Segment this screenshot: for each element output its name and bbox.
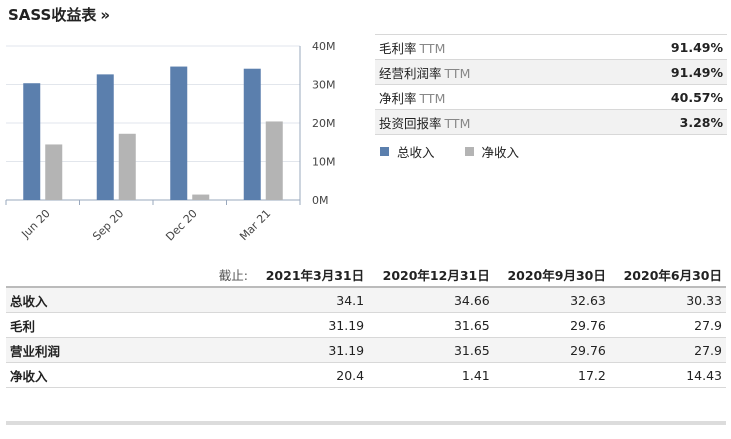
legend-label: 净收入 <box>481 145 520 160</box>
bar-net <box>192 194 210 200</box>
revenue-bar-chart: 0M 10M 20M 30M 40M Jun 20 Sep 20 Dec 20 Mar 21 <box>5 40 336 244</box>
column-header: 2021年3月31日 <box>252 262 369 288</box>
table-row: 总收入 34.1 34.66 32.63 30.33 <box>6 287 726 313</box>
cell: 32.63 <box>493 287 610 313</box>
legend-label: 总收入 <box>397 145 435 160</box>
table-header-row: 截止: 2021年3月31日 2020年12月31日 2020年9月30日 20… <box>6 262 726 288</box>
table-row: 营业利润 31.19 31.65 29.76 27.9 <box>6 337 726 363</box>
cutoff-label: 截止: <box>164 262 252 288</box>
y-tick-label: 20M <box>312 117 336 130</box>
y-tick-label: 10M <box>312 156 336 169</box>
metric-row-roi: 投资回报率 TTM 3.28% <box>375 110 727 135</box>
cell: 34.1 <box>252 287 369 313</box>
metrics-panel: 毛利率 TTM 91.49% 经营利润率 TTM 91.49% 净利率 TTM 40.… <box>375 34 727 135</box>
x-tick-label: Jun 20 <box>18 207 52 241</box>
column-header: 2020年9月30日 <box>493 262 610 288</box>
x-tick-label: Dec 20 <box>163 207 200 244</box>
row-label: 总收入 <box>6 287 252 313</box>
table-row: 净收入 20.4 1.41 17.2 14.43 <box>6 362 726 388</box>
legend-item-net[interactable]: 净收入 <box>464 142 520 161</box>
cell: 1.41 <box>368 362 494 388</box>
cell: 29.76 <box>493 312 610 338</box>
bar-revenue <box>23 83 41 200</box>
bar-revenue <box>170 66 188 201</box>
cell: 30.33 <box>609 287 726 313</box>
title-text: SASS收益表 <box>8 6 97 24</box>
legend-swatch-revenue <box>380 147 389 156</box>
cell: 17.2 <box>493 362 610 388</box>
legend-swatch-net <box>464 147 474 156</box>
metric-row-net-margin: 净利率 TTM 40.57% <box>375 85 727 110</box>
metric-suffix: TTM <box>444 65 471 81</box>
table-row: 毛利 31.19 31.65 29.76 27.9 <box>6 312 726 338</box>
metric-value: 91.49% <box>670 39 723 55</box>
bar-revenue <box>96 74 114 200</box>
bar-revenue <box>243 68 261 200</box>
row-label: 营业利润 <box>6 337 252 363</box>
metric-name: 经营利润率 <box>379 65 442 81</box>
metric-label: 投资回报率 TTM <box>379 113 470 132</box>
more-arrow-icon[interactable]: » <box>100 6 111 24</box>
metric-value: 91.49% <box>670 64 723 80</box>
cell: 31.65 <box>368 337 494 363</box>
cell: 34.66 <box>368 287 494 313</box>
bar-net <box>265 121 283 200</box>
cell: 31.19 <box>252 312 369 338</box>
x-tick-label: Sep 20 <box>90 207 126 243</box>
metric-name: 投资回报率 <box>379 115 442 131</box>
metric-label: 毛利率 TTM <box>379 38 445 57</box>
metric-name: 毛利率 <box>379 40 417 56</box>
metric-row-gross-margin: 毛利率 TTM 91.49% <box>375 34 727 60</box>
page-title: SASS收益表» <box>8 4 110 25</box>
bottom-divider <box>6 421 726 425</box>
header-spacer <box>6 262 164 288</box>
cell: 31.65 <box>368 312 494 338</box>
cell: 27.9 <box>609 337 726 363</box>
cell: 14.43 <box>609 362 726 388</box>
chart-legend: 总收入 净收入 <box>380 142 519 161</box>
y-tick-label: 0M <box>312 194 329 207</box>
cell: 20.4 <box>252 362 369 388</box>
bar-net <box>118 133 136 200</box>
column-header: 2020年6月30日 <box>609 262 726 288</box>
bar-net <box>45 144 63 200</box>
metric-suffix: TTM <box>444 115 471 131</box>
y-tick-label: 40M <box>312 40 336 53</box>
metric-value: 3.28% <box>679 114 723 130</box>
cell: 27.9 <box>609 312 726 338</box>
metric-value: 40.57% <box>670 89 723 105</box>
cell: 31.19 <box>252 337 369 363</box>
y-tick-label: 30M <box>312 79 336 92</box>
metric-label: 经营利润率 TTM <box>379 63 470 82</box>
metric-row-operating-margin: 经营利润率 TTM 91.49% <box>375 60 727 85</box>
metric-label: 净利率 TTM <box>379 88 445 107</box>
metric-suffix: TTM <box>419 40 446 56</box>
row-label: 毛利 <box>6 312 252 338</box>
metric-suffix: TTM <box>419 90 446 106</box>
row-label: 净收入 <box>6 362 252 388</box>
income-table: 截止: 2021年3月31日 2020年12月31日 2020年9月30日 20… <box>6 262 726 388</box>
legend-item-revenue[interactable]: 总收入 <box>380 142 435 161</box>
cell: 29.76 <box>493 337 610 363</box>
metric-name: 净利率 <box>379 90 417 106</box>
x-tick-label: Mar 21 <box>237 207 273 243</box>
column-header: 2020年12月31日 <box>368 262 494 288</box>
